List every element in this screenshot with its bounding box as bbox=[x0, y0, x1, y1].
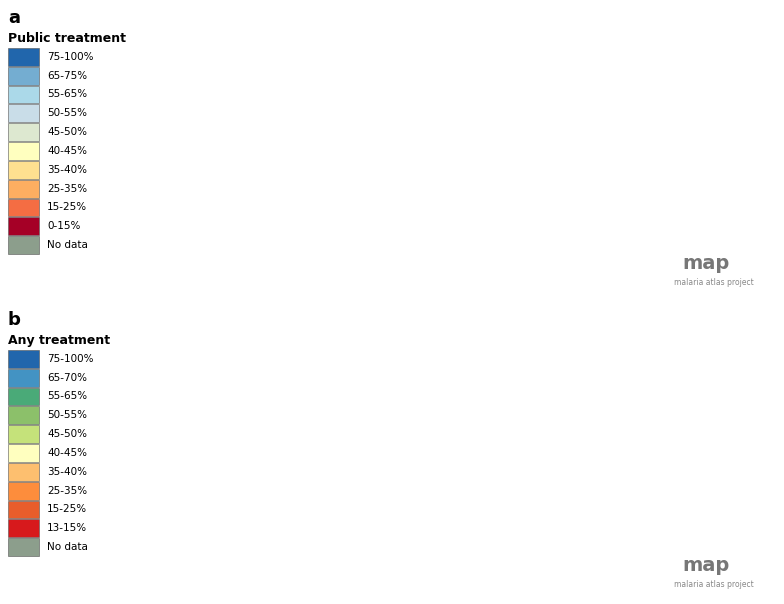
Bar bbox=[8, 368, 39, 387]
Bar bbox=[8, 179, 39, 198]
Text: 25-35%: 25-35% bbox=[47, 486, 87, 496]
Bar bbox=[8, 161, 39, 179]
Bar bbox=[8, 48, 39, 66]
Bar bbox=[8, 66, 39, 85]
Text: 15-25%: 15-25% bbox=[47, 504, 87, 515]
Bar bbox=[8, 501, 39, 518]
Text: 65-75%: 65-75% bbox=[47, 71, 87, 81]
Bar bbox=[8, 425, 39, 443]
Text: 0-15%: 0-15% bbox=[47, 221, 81, 231]
Text: 25-35%: 25-35% bbox=[47, 184, 87, 194]
Text: map: map bbox=[682, 556, 729, 574]
Text: 55-65%: 55-65% bbox=[47, 391, 87, 402]
Bar bbox=[8, 388, 39, 405]
Text: 65-70%: 65-70% bbox=[47, 373, 87, 383]
Text: malaria atlas project: malaria atlas project bbox=[674, 278, 754, 287]
Text: No data: No data bbox=[47, 542, 88, 552]
Text: 35-40%: 35-40% bbox=[47, 467, 87, 477]
Bar bbox=[8, 406, 39, 424]
Text: 15-25%: 15-25% bbox=[47, 202, 87, 213]
Bar bbox=[8, 481, 39, 500]
Text: b: b bbox=[8, 311, 20, 329]
Bar bbox=[8, 217, 39, 236]
Text: 40-45%: 40-45% bbox=[47, 448, 87, 458]
Bar bbox=[8, 519, 39, 538]
Text: 75-100%: 75-100% bbox=[47, 354, 93, 364]
Text: 45-50%: 45-50% bbox=[47, 127, 87, 137]
Bar bbox=[8, 142, 39, 160]
Bar bbox=[8, 444, 39, 462]
Text: Any treatment: Any treatment bbox=[8, 334, 110, 347]
Text: 13-15%: 13-15% bbox=[47, 523, 87, 533]
Text: malaria atlas project: malaria atlas project bbox=[674, 580, 754, 589]
Bar bbox=[8, 463, 39, 481]
Text: 50-55%: 50-55% bbox=[47, 410, 87, 420]
Text: 45-50%: 45-50% bbox=[47, 429, 87, 439]
Bar bbox=[8, 538, 39, 556]
Text: 40-45%: 40-45% bbox=[47, 146, 87, 156]
Bar bbox=[8, 236, 39, 254]
Text: 55-65%: 55-65% bbox=[47, 89, 87, 100]
Bar bbox=[8, 123, 39, 141]
Text: Public treatment: Public treatment bbox=[8, 32, 126, 45]
Text: a: a bbox=[8, 9, 20, 27]
Text: 35-40%: 35-40% bbox=[47, 165, 87, 175]
Bar bbox=[8, 350, 39, 368]
Bar bbox=[8, 104, 39, 122]
Bar bbox=[8, 86, 39, 103]
Text: 50-55%: 50-55% bbox=[47, 108, 87, 118]
Bar bbox=[8, 199, 39, 216]
Text: No data: No data bbox=[47, 240, 88, 250]
Text: 75-100%: 75-100% bbox=[47, 52, 93, 62]
Text: map: map bbox=[682, 254, 729, 272]
